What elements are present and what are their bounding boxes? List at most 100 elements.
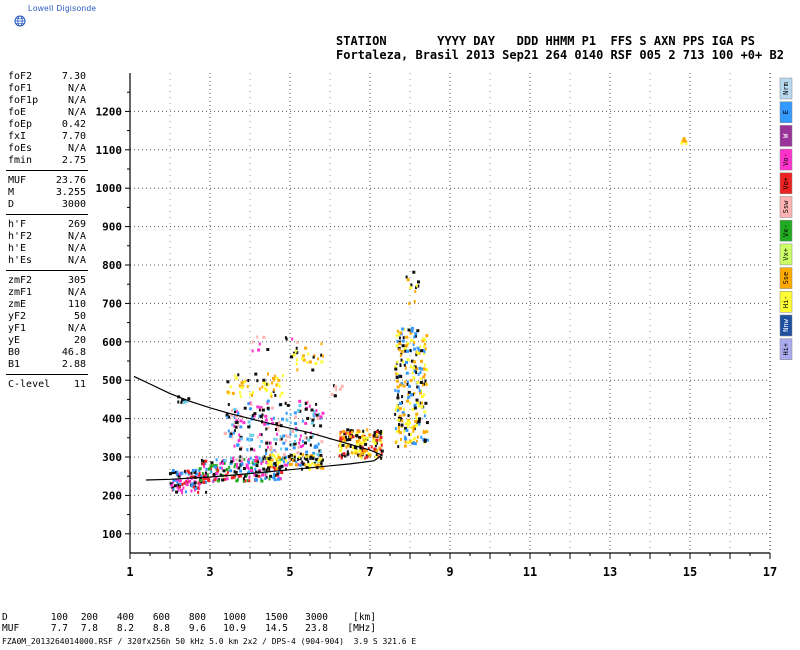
- echo-point: [269, 441, 272, 445]
- echo-point: [198, 467, 202, 471]
- echo-point: [308, 463, 312, 467]
- echo-point: [250, 469, 254, 472]
- echo-point: [171, 471, 175, 475]
- echo-point: [274, 473, 277, 477]
- echo-point: [412, 270, 416, 274]
- echo-point: [421, 339, 425, 343]
- echo-point: [285, 467, 287, 471]
- echo-point: [273, 455, 276, 459]
- echo-point: [256, 435, 259, 439]
- echo-point: [275, 428, 277, 431]
- echo-point: [276, 432, 279, 436]
- scaled-parameters-panel: foF2 7.30 foF1 N/A foF1p N/A foE N/A foEp 0.42 fxI…: [6, 71, 88, 391]
- echo-point: [320, 342, 323, 346]
- echo-point: [404, 437, 408, 441]
- legend-box: [779, 196, 793, 218]
- echo-point: [333, 394, 336, 398]
- echo-point: [181, 398, 184, 402]
- param-value: N/A: [67, 231, 86, 242]
- muf-label: MUF: [2, 623, 20, 634]
- echo-point: [233, 444, 236, 448]
- echo-point: [275, 463, 277, 467]
- echo-point: [319, 424, 323, 428]
- echo-point: [243, 380, 246, 384]
- echo-point: [400, 423, 404, 427]
- legend-box: [779, 101, 793, 123]
- echo-point: [198, 487, 201, 491]
- echo-point: [252, 462, 256, 466]
- echo-point: [255, 470, 257, 474]
- muf-value: 8.2: [116, 623, 134, 634]
- echo-point: [192, 485, 195, 489]
- echo-point: [301, 462, 305, 466]
- echo-point: [409, 286, 412, 290]
- echo-point: [294, 463, 298, 467]
- echo-point: [234, 374, 237, 378]
- echo-point: [250, 438, 253, 442]
- echo-point: [210, 461, 214, 465]
- echo-point: [307, 454, 310, 458]
- echo-point: [395, 344, 399, 348]
- param-value: 0.42: [61, 119, 86, 130]
- echo-point: [312, 412, 315, 416]
- echo-point: [413, 340, 416, 344]
- echo-point: [237, 466, 241, 470]
- muf-distance-table: D 100 200 400 600 800 1000 1500 3000 [km] MUF 7.7 7.…: [2, 612, 376, 634]
- echo-point: [422, 367, 426, 371]
- echo-point: [246, 471, 250, 475]
- echo-point: [321, 354, 324, 358]
- param-row: zmF1 N/A: [6, 287, 86, 299]
- echo-point: [412, 441, 416, 445]
- echo-point: [219, 473, 222, 477]
- echo-point: [425, 421, 429, 425]
- echo-point: [197, 490, 200, 494]
- echo-point: [406, 396, 409, 400]
- echo-point: [267, 469, 271, 473]
- echo-point: [281, 417, 285, 421]
- param-label: D: [8, 199, 15, 210]
- param-value: N/A: [67, 323, 86, 334]
- param-value: 2.75: [61, 155, 86, 166]
- echo-point: [423, 344, 426, 348]
- echo-point: [293, 411, 297, 415]
- echo-point: [418, 417, 422, 421]
- echo-point: [412, 342, 415, 346]
- echo-point: [406, 342, 410, 346]
- echo-point: [416, 381, 420, 385]
- echo-point: [269, 462, 273, 466]
- echo-point: [401, 339, 405, 343]
- echo-point: [202, 472, 205, 476]
- echo-point: [313, 409, 316, 413]
- echo-point: [395, 375, 399, 379]
- echo-point: [293, 442, 296, 446]
- echo-point: [276, 382, 280, 386]
- echo-point: [407, 328, 411, 332]
- echo-point: [364, 442, 368, 446]
- distance-value: 100: [50, 612, 68, 623]
- echo-point: [239, 391, 241, 394]
- echo-point: [270, 392, 272, 396]
- echo-point: [252, 458, 254, 462]
- echo-point: [410, 283, 413, 287]
- echo-point: [295, 346, 298, 350]
- param-row: yE 20: [6, 335, 86, 347]
- echo-point: [417, 404, 420, 408]
- echo-point: [415, 412, 419, 416]
- echo-point: [396, 329, 399, 333]
- echo-point: [310, 408, 314, 412]
- echo-point: [349, 429, 353, 433]
- echo-point: [177, 483, 180, 487]
- echo-point: [258, 408, 261, 412]
- echo-point: [321, 466, 325, 470]
- echo-point: [209, 464, 213, 468]
- echo-point: [417, 280, 420, 284]
- echo-point: [413, 406, 417, 410]
- echo-point: [420, 401, 423, 405]
- echo-point: [351, 432, 354, 436]
- echo-point: [298, 399, 302, 403]
- echo-point: [185, 479, 187, 483]
- echo-point: [233, 429, 236, 433]
- echo-point: [259, 406, 263, 409]
- echo-point: [288, 462, 291, 466]
- echo-point: [365, 436, 369, 440]
